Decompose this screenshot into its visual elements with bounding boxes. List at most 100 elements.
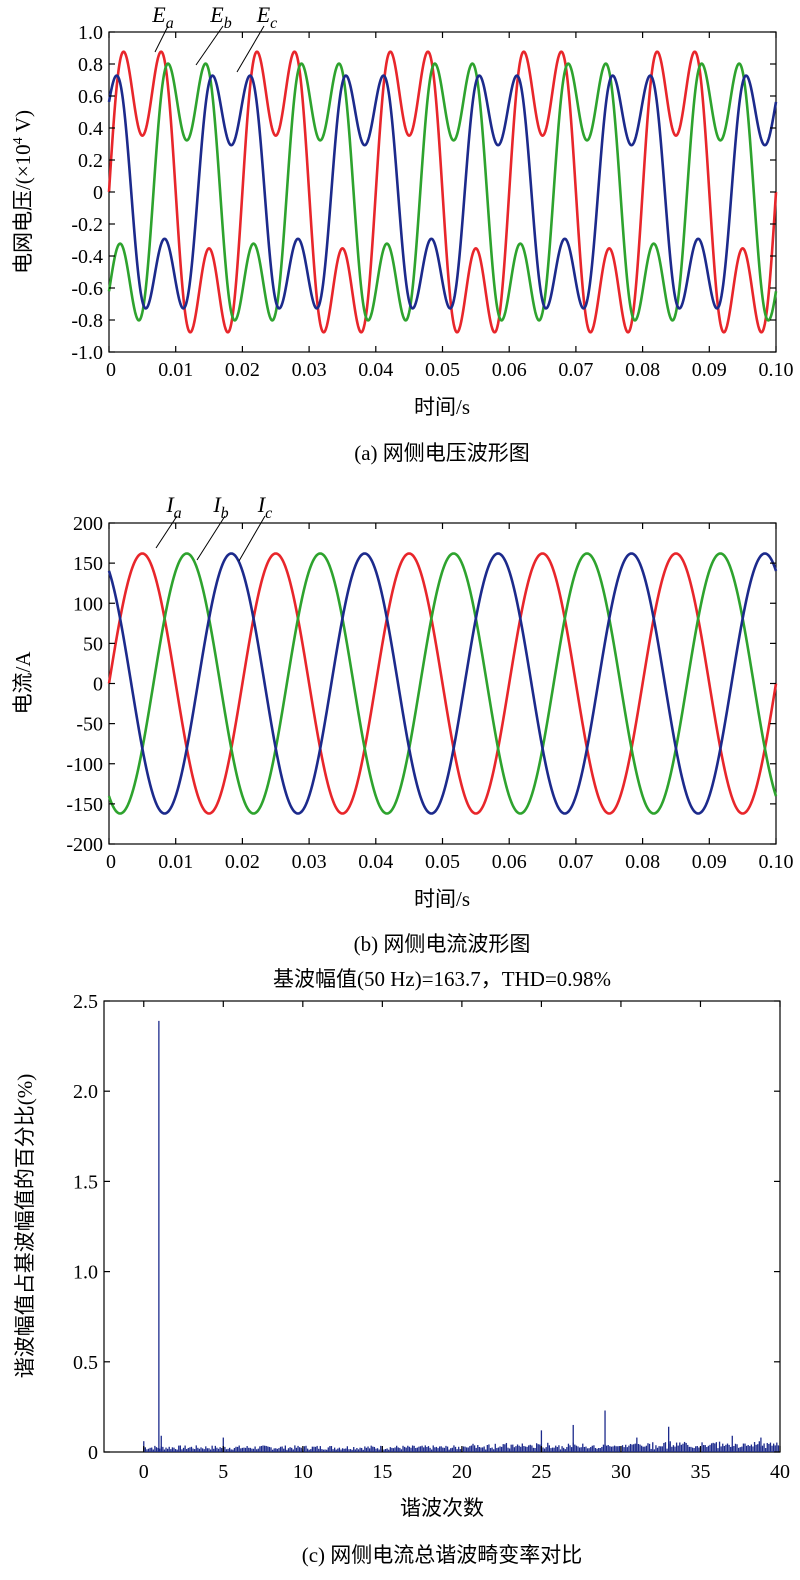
panel-a-y-tick-label: 1.0: [78, 22, 103, 44]
panel-a-y-tick-label: -0.6: [71, 278, 103, 300]
panel-a-y-tick-label: 0.4: [78, 118, 103, 140]
panel-a-x-tick-label: 0.10: [759, 359, 794, 381]
panel-a-x-tick-label: 0.04: [358, 359, 393, 381]
panel-b-series-line-ib: [107, 552, 778, 815]
panel-a-label-leader-line: [236, 25, 265, 73]
panel-b-x-tick-label: 0.08: [625, 851, 660, 873]
panel-a-label-leader-line: [154, 25, 169, 53]
panel-c-x-tick-label: 5: [218, 1461, 228, 1483]
panel-a-x-axis-label: 时间/s: [414, 395, 470, 419]
panel-c-y-tick-label: 2.5: [73, 991, 98, 1013]
panel-c-x-ticks: 0 5 10 15 20 25 30 35 40: [139, 1001, 790, 1483]
panel-c-x-axis-label: 谐波次数: [400, 1496, 484, 1520]
panel-b-current-chart: 0 0.01 0.02 0.03 0.04 0.05 0.06 0.07 0.08 0.09 0.1…: [11, 492, 794, 956]
panel-b-y-tick-label: -50: [76, 714, 103, 736]
panel-a-y-tick-label: -0.8: [71, 310, 103, 332]
panel-a-x-tick-label: 0.01: [158, 359, 193, 381]
panel-a-series-label-eb: Eb: [209, 2, 231, 32]
panel-a-series-labels: Ea Eb Ec: [151, 2, 278, 73]
panel-a-x-tick-label: 0.09: [692, 359, 727, 381]
panel-b-y-tick-label: 200: [73, 513, 103, 535]
panel-b-caption: (b) 网侧电流波形图: [354, 932, 531, 956]
panel-b-y-tick-label: -100: [66, 754, 103, 776]
panel-a-label-leader-line: [195, 25, 224, 66]
panel-c-x-tick-label: 10: [293, 1461, 313, 1483]
panel-a-y-axis-label-exponent: 4: [11, 137, 26, 144]
panel-c-bars-group: [143, 1020, 780, 1452]
panel-a-x-tick-label: 0.07: [558, 359, 593, 381]
panel-c-harmonic-spectrum: 基波幅值(50 Hz)=163.7，THD=0.98% 0 5 10 15 20 25 30…: [13, 967, 790, 1567]
panel-c-y-tick-label: 0: [88, 1442, 98, 1464]
panel-a-series-line-ea: [107, 50, 778, 334]
panel-b-y-tick-label: 150: [73, 553, 103, 575]
panel-a-caption: (a) 网侧电压波形图: [354, 441, 530, 465]
panel-b-y-tick-label: -150: [66, 794, 103, 816]
panel-a-voltage-chart: 0 0.01 0.02 0.03 0.04 0.05 0.06 0.07 0.08 0.09 0.1…: [11, 2, 794, 465]
panel-a-y-axis-label: 电网电压/(×104 V): [11, 110, 35, 274]
panel-b-label-leader-line: [155, 515, 178, 549]
panel-c-x-tick-label: 25: [531, 1461, 551, 1483]
panel-a-y-tick-label: -0.2: [71, 214, 103, 236]
panel-b-label-leader-line: [238, 515, 266, 562]
panel-b-series-line-ic: [107, 552, 778, 815]
panel-a-x-tick-label: 0.05: [425, 359, 460, 381]
panel-a-x-tick-label: 0.06: [492, 359, 527, 381]
panel-b-y-tick-label: 100: [73, 593, 103, 615]
panel-b-x-tick-label: 0: [106, 851, 116, 873]
panel-b-x-tick-label: 0.06: [492, 851, 527, 873]
panel-b-y-tick-label: 50: [83, 633, 103, 655]
panel-b-x-tick-label: 0.04: [358, 851, 393, 873]
panel-b-series-labels: Ia Ib Ic: [155, 492, 272, 562]
panel-c-y-tick-label: 0.5: [73, 1352, 98, 1374]
panel-b-x-tick-label: 0.10: [759, 851, 794, 873]
panel-b-x-tick-label: 0.09: [692, 851, 727, 873]
panel-b-y-tick-label: 0: [93, 674, 103, 696]
panel-a-y-tick-label: -0.4: [71, 246, 103, 268]
panel-c-y-axis-label: 谐波幅值占基波幅值的百分比(%): [13, 1074, 37, 1378]
panel-b-y-tick-label: -200: [66, 834, 103, 856]
panel-a-series-line-ec: [107, 74, 778, 310]
panel-b-x-tick-label: 0.03: [292, 851, 327, 873]
panel-a-series-label-ec: Ec: [256, 2, 278, 32]
panel-b-y-ticks: 200 150 100 50 0 -50 -100 -150 -200: [66, 513, 776, 856]
panel-c-caption: (c) 网侧电流总谐波畸变率对比: [302, 1543, 583, 1567]
panel-a-series-line-eb: [107, 62, 778, 322]
panel-a-y-ticks: 1.0 0.8 0.6 0.4 0.2 0 -0.2 -0.4 -0.6 -0.8 -1.0: [71, 22, 776, 364]
panel-b-x-tick-label: 0.05: [425, 851, 460, 873]
panel-a-y-tick-label: 0.8: [78, 54, 103, 76]
panel-c-y-ticks: 2.5 2.0 1.5 1.0 0.5 0: [73, 991, 780, 1464]
panel-b-series-label-ic: Ic: [257, 492, 272, 522]
panel-b-series-group: [107, 552, 778, 815]
panel-a-series-label-ea: Ea: [151, 2, 173, 32]
panel-a-x-tick-label: 0: [106, 359, 116, 381]
panel-b-x-tick-label: 0.01: [158, 851, 193, 873]
panel-c-x-tick-label: 40: [770, 1461, 790, 1483]
panel-b-series-label-ib: Ib: [212, 492, 228, 522]
panel-c-x-tick-label: 15: [372, 1461, 392, 1483]
panel-b-series-label-ia: Ia: [165, 492, 181, 522]
panel-b-x-axis-label: 时间/s: [414, 887, 470, 911]
panel-c-title: 基波幅值(50 Hz)=163.7，THD=0.98%: [273, 967, 611, 991]
panel-b-y-axis-label: 电流/A: [11, 651, 35, 715]
panel-a-y-tick-label: 0.2: [78, 150, 103, 172]
panel-b-label-leader-line: [196, 515, 226, 561]
panel-a-x-ticks: 0 0.01 0.02 0.03 0.04 0.05 0.06 0.07 0.08 0.09 0.1…: [106, 32, 794, 381]
panel-c-y-tick-label: 2.0: [73, 1081, 98, 1103]
panel-b-x-ticks: 0 0.01 0.02 0.03 0.04 0.05 0.06 0.07 0.08 0.09 0.1…: [106, 523, 794, 873]
panel-b-x-tick-label: 0.07: [558, 851, 593, 873]
panel-a-y-tick-label: -1.0: [71, 342, 103, 364]
panel-c-x-tick-label: 20: [452, 1461, 472, 1483]
panel-b-series-line-ia: [107, 552, 778, 815]
panel-c-x-tick-label: 35: [690, 1461, 710, 1483]
panel-c-plot-frame: [103, 1000, 781, 1453]
panel-a-x-tick-label: 0.02: [225, 359, 260, 381]
panel-c-y-tick-label: 1.0: [73, 1262, 98, 1284]
panel-c-y-tick-label: 1.5: [73, 1171, 98, 1193]
panel-a-x-tick-label: 0.03: [292, 359, 327, 381]
panel-c-x-tick-label: 30: [611, 1461, 631, 1483]
panel-a-x-tick-label: 0.08: [625, 359, 660, 381]
panel-a-series-group: [107, 50, 778, 334]
panel-a-y-tick-label: 0.6: [78, 86, 103, 108]
panel-b-x-tick-label: 0.02: [225, 851, 260, 873]
